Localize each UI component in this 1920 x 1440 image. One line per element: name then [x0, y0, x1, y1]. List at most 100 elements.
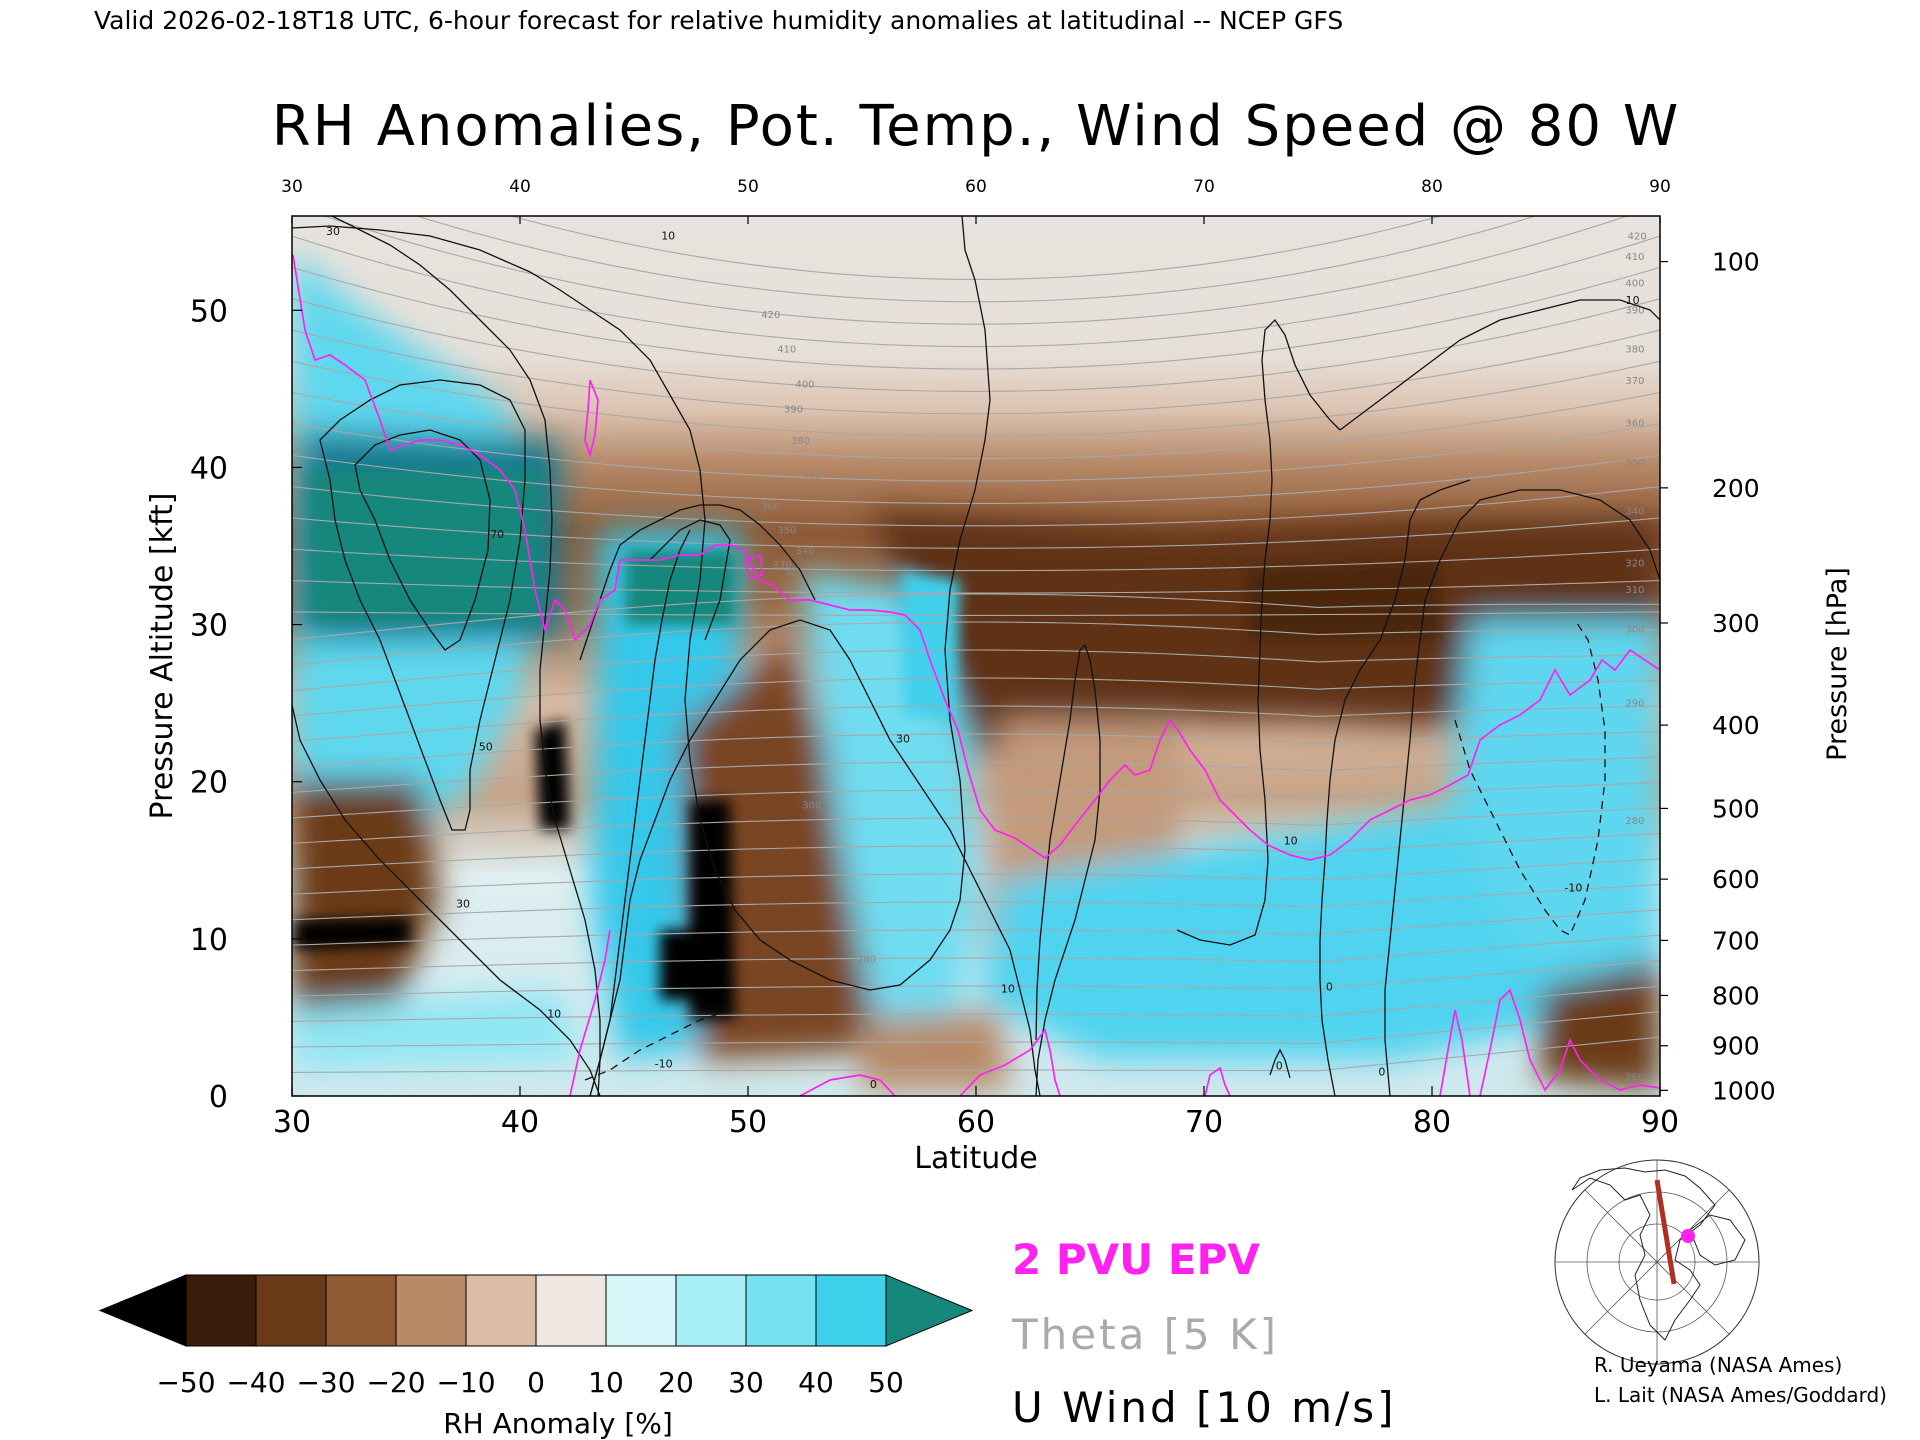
blob-dry-wedge-50: [680, 640, 900, 1060]
pvu-surface-line-1: [799, 1074, 896, 1096]
wind-contour-10-jet: [589, 529, 691, 1096]
theta-contour-line: [292, 934, 1660, 972]
theta-label: 340: [1625, 507, 1644, 518]
colorbar-tick-label: −30: [296, 1366, 355, 1399]
wind-label: 30: [456, 897, 470, 910]
theta-contour-line: [292, 960, 1660, 997]
theta-label: 390: [784, 404, 803, 415]
y-tick-label: 0: [209, 1080, 228, 1115]
wind-label: 10: [1284, 835, 1298, 848]
x-tick-label: 70: [1185, 1105, 1223, 1140]
blob-black-47c: [660, 930, 730, 1000]
theta-contour-line: [292, 298, 1660, 392]
pvu-surface-line-2: [959, 1028, 1061, 1096]
theta-label: 370: [1625, 376, 1644, 387]
pressure-tick-label: 600: [1712, 865, 1760, 894]
theta-label: 300: [1625, 624, 1644, 635]
pressure-tick-label: 200: [1712, 474, 1760, 503]
blob-moist-arctic: [1450, 620, 1660, 960]
wind-label: 0: [1276, 1059, 1283, 1072]
wind-contour-30-upper-mid: [649, 519, 731, 641]
pressure-tick-label: 1000: [1712, 1076, 1776, 1105]
theta-contour-line: [292, 579, 1660, 594]
theta-contour-line: [292, 235, 1660, 348]
theta-label: 370: [802, 470, 821, 481]
blob-moist-surface-left: [292, 990, 580, 1070]
theta-contour-line: [292, 454, 1660, 504]
pvu-small-loop-43: [584, 379, 599, 459]
legend-pvu: 2 PVU EPV: [1012, 1235, 1260, 1284]
theta-label: 360: [761, 502, 780, 513]
top-tick-label: 30: [281, 177, 303, 197]
y-axis-altitude: 0 10 20 30 40 50: [190, 294, 302, 1115]
legend-uwind: U Wind [10 m/s]: [1012, 1383, 1397, 1432]
blob-black-left: [295, 918, 410, 950]
wind-contour-10-72: [1176, 318, 1341, 946]
x-tick-label: 90: [1641, 1105, 1679, 1140]
x-tick-label: 50: [729, 1105, 767, 1140]
wind-contour-10-mid: [579, 504, 816, 661]
theta-label: 400: [795, 379, 814, 390]
inset-map-cross-section-line: [1654, 1179, 1677, 1285]
pressure-tick-label: 700: [1712, 926, 1760, 955]
colorbar-tick-label: 0: [527, 1366, 545, 1399]
theta-contour-line: [323, 216, 1629, 325]
theta-label: 300: [802, 800, 821, 811]
theta-label: 290: [1625, 698, 1644, 709]
colorbar-swatch: [535, 1274, 607, 1347]
colorbar-tick-label: 30: [728, 1366, 764, 1399]
wind-label: 50: [479, 740, 493, 753]
wind-label: 30: [326, 225, 340, 238]
inset-map-meridian-4: [1584, 1189, 1730, 1335]
valid-time-header: Valid 2026-02-18T18 UTC, 6-hour forecast…: [94, 6, 1343, 35]
wind-contour-50: [319, 379, 526, 831]
pvu-surface-line-3: [1439, 1009, 1471, 1096]
colorbar-swatch: [255, 1274, 327, 1347]
theta-contour-line: [292, 909, 1660, 946]
inset-location-map: [1554, 1159, 1760, 1365]
blob-moist-narrow-58: [900, 570, 960, 720]
x-tick-label: 80: [1413, 1105, 1451, 1140]
theta-contour-line: [292, 731, 1660, 768]
wind-label: 0: [1378, 1066, 1385, 1079]
wind-contour-labels: 30 10 70 50 30 10 30 10 10 10 -10 -10 0 0 0 0: [326, 225, 1640, 1091]
wind-label: -10: [1564, 882, 1582, 895]
top-tick-label: 40: [509, 177, 531, 197]
y-tick-label: 10: [190, 923, 228, 958]
blob-teal-center: [625, 550, 735, 625]
wind-label: 30: [896, 732, 910, 745]
wind-label: 10: [661, 230, 675, 243]
theta-label: 280: [857, 954, 876, 965]
theta-contour-line: [292, 677, 1660, 717]
wind-contour-10-north: [1384, 489, 1660, 1096]
y-tick-label: 30: [190, 609, 228, 644]
theta-label: 270: [857, 1025, 876, 1036]
blob-tan-surface: [860, 1010, 1010, 1090]
colorbar-tick-label: 20: [658, 1366, 694, 1399]
wind-contour-small-0: [1269, 1048, 1291, 1079]
wind-label: 10: [1001, 982, 1015, 995]
wind-contour-10-polar: [1339, 299, 1660, 431]
wind-label: 0: [1326, 981, 1333, 994]
colorbar-tick-label: 40: [798, 1366, 834, 1399]
theta-contour-line: [292, 832, 1660, 870]
pvu-jet-line: [569, 929, 611, 1096]
inset-map-greenland: [1689, 1214, 1746, 1266]
chart-title: RH Anomalies, Pot. Temp., Wind Speed @ 8…: [272, 94, 1680, 159]
theta-contour-line: [292, 329, 1660, 415]
theta-contour-line: [292, 423, 1660, 482]
theta-label: 380: [791, 436, 810, 447]
colorbar-swatch: [745, 1274, 817, 1347]
theta-contour-line: [292, 756, 1660, 793]
top-axis: 30 40 50 60 70 80 90: [281, 177, 1671, 224]
top-tick-label: 60: [965, 177, 987, 197]
theta-contour-line: [292, 649, 1660, 692]
blob-teal-left: [310, 470, 540, 620]
theta-label: 340: [795, 546, 814, 557]
pressure-tick-label: 900: [1712, 1032, 1760, 1061]
pvu-2-contour: [292, 254, 1660, 1096]
top-tick-label: 80: [1421, 177, 1443, 197]
theta-contour-line: [292, 883, 1660, 921]
top-tick-label: 50: [737, 177, 759, 197]
